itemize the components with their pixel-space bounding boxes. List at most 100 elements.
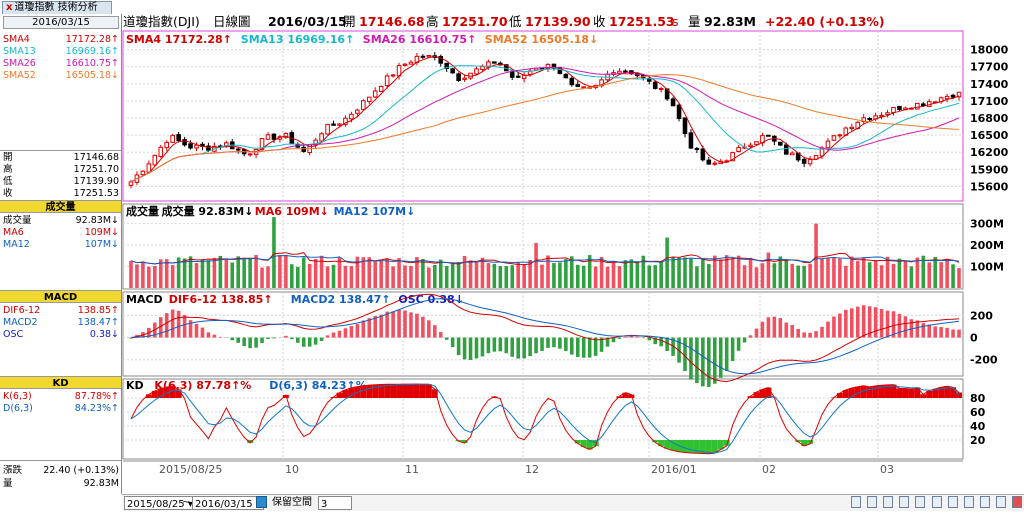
- volume-bar: [254, 255, 258, 288]
- osc-bar: [367, 318, 371, 337]
- volume-bar: [933, 257, 937, 288]
- zoom-in-icon[interactable]: [851, 496, 861, 508]
- draw-icon[interactable]: [899, 496, 909, 508]
- volume-bar: [790, 264, 794, 288]
- osc-bar: [201, 328, 205, 338]
- kd-overbought-fill: [956, 393, 962, 398]
- osc-bar: [415, 314, 419, 338]
- low-label: 低: [509, 12, 522, 32]
- osc-bar: [409, 312, 413, 337]
- osc-bar: [784, 323, 788, 338]
- osc-bar: [272, 338, 276, 339]
- period-icon[interactable]: [883, 496, 893, 508]
- volume-bar: [463, 256, 467, 288]
- tab-close-button[interactable]: x: [6, 2, 12, 13]
- volume-bar: [653, 265, 657, 288]
- volume-bar: [665, 238, 669, 288]
- candle-body: [713, 163, 717, 164]
- volume-tick-label: 300M: [970, 218, 1004, 231]
- volume-bar: [779, 256, 783, 288]
- osc-bar: [707, 338, 711, 387]
- print-icon[interactable]: [948, 496, 958, 508]
- x-tick-label: 11: [405, 463, 419, 476]
- osc-bar: [916, 320, 920, 337]
- osc-bar: [165, 313, 169, 337]
- volume-bar: [213, 258, 217, 288]
- kd-overbought-fill: [896, 388, 902, 398]
- indicator-icon[interactable]: [915, 496, 925, 508]
- grid-icon[interactable]: [932, 496, 942, 508]
- osc-bar: [207, 332, 211, 337]
- osc-bar: [927, 325, 931, 338]
- price-tick-label: 17100: [970, 95, 1009, 108]
- osc-bar: [427, 320, 431, 337]
- close-icon[interactable]: [1012, 496, 1022, 508]
- candle-body: [165, 142, 169, 147]
- candle-body: [338, 124, 342, 125]
- osc-bar: [469, 338, 473, 360]
- osc-bar: [219, 337, 223, 338]
- osc-bar: [951, 330, 955, 338]
- zoom-out-icon[interactable]: [867, 496, 877, 508]
- candle-body: [945, 96, 949, 98]
- save-icon[interactable]: [964, 496, 974, 508]
- candle-body: [510, 71, 514, 77]
- candle-body: [516, 76, 520, 77]
- volume-bar: [290, 264, 294, 288]
- kd-tick-label: 40: [970, 420, 986, 433]
- kd-overbought-fill: [414, 384, 420, 398]
- osc-bar: [582, 338, 586, 358]
- macd-tick-label: 200: [970, 309, 993, 322]
- volume-bar: [880, 265, 884, 288]
- volume-bar: [225, 258, 229, 288]
- osc-bar: [921, 323, 925, 337]
- help-icon[interactable]: [996, 496, 1006, 508]
- k-row: K(6,3)87.78%↑: [3, 391, 119, 403]
- volume-bar: [475, 261, 479, 288]
- price-legend-1: SMA13 16969.16↑: [241, 33, 354, 46]
- candle-body: [701, 149, 705, 160]
- volume-bar: [743, 265, 747, 288]
- volume-bar: [302, 257, 306, 288]
- open-label: 開: [343, 12, 356, 32]
- osc-bar: [767, 317, 771, 337]
- kd-tick-label: 80: [970, 392, 986, 405]
- candle-body: [886, 113, 890, 115]
- settings-icon[interactable]: [980, 496, 990, 508]
- osc-bar: [618, 338, 622, 339]
- candle-body: [898, 106, 902, 109]
- volume-bar: [510, 265, 514, 288]
- volume-bar: [904, 261, 908, 288]
- osc-bar: [779, 318, 783, 337]
- volume-bar: [874, 260, 878, 288]
- osc-bar: [320, 338, 324, 341]
- osc-bar: [445, 338, 449, 340]
- close-suffix: s: [672, 12, 679, 32]
- candle-body: [790, 153, 794, 155]
- volume-legend-3: MA12 107M↓: [334, 205, 416, 218]
- end-date-select[interactable]: 2016/03/15 ▾: [192, 496, 264, 510]
- kd-overbought-fill: [420, 384, 426, 398]
- kd-overbought-fill: [396, 384, 402, 398]
- high-value: 17251.70: [442, 12, 508, 32]
- calendar-icon[interactable]: [256, 496, 267, 508]
- osc-bar: [373, 316, 377, 338]
- volume-bar: [582, 266, 586, 288]
- osc-bar: [433, 325, 437, 337]
- volume-bar: [296, 267, 300, 288]
- volume-bar: [344, 266, 348, 288]
- osc-bar: [421, 317, 425, 338]
- osc-bar: [755, 329, 759, 338]
- candle-body: [236, 149, 240, 150]
- keep-space-input[interactable]: 3: [318, 496, 352, 510]
- volume-bar: [236, 256, 240, 288]
- osc-bar: [510, 338, 514, 357]
- volume-bar: [677, 258, 681, 288]
